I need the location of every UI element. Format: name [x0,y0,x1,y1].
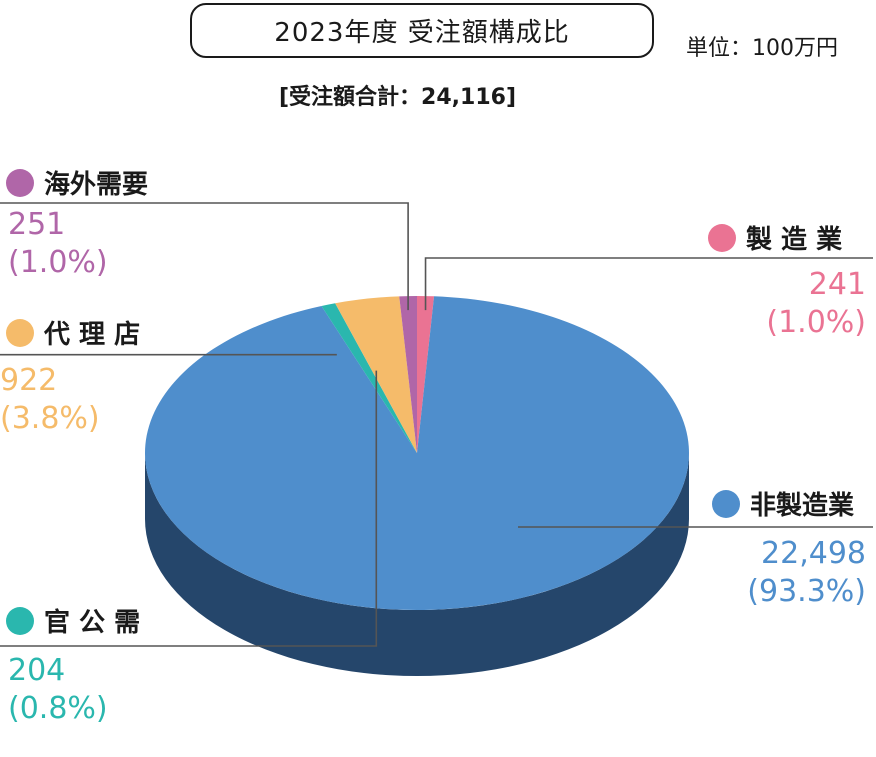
pie-side [145,453,689,676]
legend-dot-kaigai [6,168,34,197]
chart-title: 2023年度 受注額構成比 [190,3,654,58]
legend-dot-hiseizo [712,489,740,518]
legend-dot-kankoju [6,606,34,635]
value-kankoju-percent: (0.8%) [8,691,108,726]
pie-slice-kaigai [399,296,417,453]
value-hiseizo-percent: (93.3%) [747,574,866,609]
value-dairiten: 922 (3.8%) [0,362,100,438]
pie-side-hiseizo [145,453,689,676]
label-hiseizo-name: 非製造業 [750,491,855,521]
value-kankoju-amount: 204 [8,653,66,688]
label-kaigai-name: 海外需要 [44,170,149,200]
leader-kaigai [0,202,409,311]
leader-lines [0,202,873,647]
value-seizo-amount: 241 [808,267,866,302]
label-kaigai: 海外需要 [6,164,148,201]
value-kaigai: 251 (1.0%) [8,206,108,282]
value-seizo: 241 (1.0%) [766,266,866,342]
legend-dot-dairiten [6,318,34,347]
pie-top [145,296,690,611]
pie-slice-kankoju [321,303,417,453]
label-seizo: 製 造 業 [708,219,842,256]
label-dairiten: 代 理 店 [6,314,140,351]
leader-kankoju [0,370,378,647]
value-hiseizo-amount: 22,498 [761,536,866,571]
value-kankoju: 204 (0.8%) [8,652,108,728]
value-kaigai-amount: 251 [8,207,66,242]
label-kankoju: 官 公 需 [6,602,140,639]
legend-dot-seizo [708,223,736,252]
pie-slice-hiseizo [145,296,690,611]
label-hiseizo: 非製造業 [712,485,854,522]
label-kankoju-name: 官 公 需 [44,608,141,638]
leader-seizo [424,257,873,311]
unit-label: 単位：100万円 [686,36,838,61]
total-label: [受注額合計：24,116] [279,85,517,110]
label-seizo-name: 製 造 業 [746,225,843,255]
label-dairiten-name: 代 理 店 [44,320,141,350]
value-hiseizo: 22,498 (93.3%) [747,535,866,611]
value-dairiten-percent: (3.8%) [0,401,100,436]
pie-slice-seizo [417,296,435,453]
value-kaigai-percent: (1.0%) [8,245,108,280]
value-dairiten-amount: 922 [0,363,58,398]
value-seizo-percent: (1.0%) [766,305,866,340]
